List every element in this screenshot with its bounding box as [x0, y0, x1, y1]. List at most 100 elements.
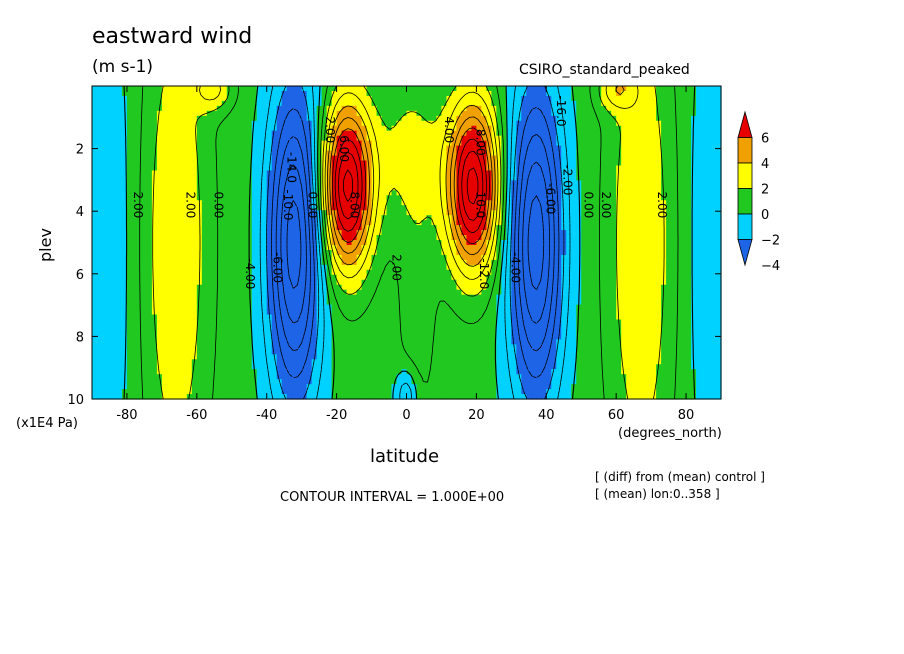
field-cell: [501, 210, 507, 216]
field-cell: [401, 274, 408, 281]
field-cell: [606, 105, 612, 112]
field-cell: [411, 210, 418, 216]
field-cell: [116, 259, 123, 266]
field-cell: [326, 195, 333, 201]
field-cell: [566, 90, 572, 97]
field-cell: [491, 259, 497, 266]
field-cell: [371, 160, 378, 167]
field-cell: [646, 140, 652, 147]
field-cell: [631, 259, 637, 266]
field-cell: [506, 160, 512, 167]
field-cell: [126, 135, 133, 142]
field-cell: [92, 165, 98, 172]
field-cell: [621, 249, 627, 256]
field-cell: [466, 235, 472, 241]
field-cell: [476, 165, 482, 172]
field-cell: [291, 259, 298, 266]
field-cell: [416, 254, 423, 261]
field-cell: [696, 230, 702, 236]
field-cell: [211, 165, 218, 172]
field-cell: [376, 240, 383, 246]
field-cell: [216, 274, 223, 281]
field-cell: [191, 160, 198, 167]
field-cell: [371, 215, 378, 221]
field-cell: [706, 140, 712, 147]
field-cell: [436, 215, 443, 221]
field-cell: [351, 240, 358, 246]
field-cell: [661, 180, 667, 186]
field-cell: [536, 264, 542, 271]
field-cell: [536, 249, 542, 256]
field-cell: [161, 235, 168, 241]
field-cell: [131, 110, 138, 117]
field-cell: [106, 240, 113, 246]
field-cell: [691, 135, 697, 142]
field-cell: [651, 175, 657, 181]
field-cell: [706, 249, 712, 256]
field-cell: [191, 105, 198, 112]
field-cell: [121, 210, 128, 216]
field-cell: [271, 140, 278, 147]
field-cell: [676, 264, 682, 271]
field-cell: [381, 125, 388, 132]
field-cell: [666, 249, 672, 256]
field-cell: [116, 135, 123, 142]
field-cell: [471, 155, 477, 162]
field-cell: [271, 279, 278, 286]
field-cell: [521, 230, 527, 236]
field-cell: [256, 140, 263, 147]
field-cell: [306, 170, 313, 177]
field-cell: [381, 86, 388, 92]
field-cell: [316, 269, 323, 276]
field-cell: [406, 155, 413, 162]
field-cell: [616, 185, 622, 191]
field-cell: [446, 130, 453, 137]
field-cell: [201, 135, 208, 142]
field-cell: [92, 170, 98, 177]
field-cell: [211, 160, 218, 167]
field-cell: [101, 274, 108, 281]
field-cell: [391, 230, 398, 236]
field-cell: [496, 185, 502, 191]
field-cell: [341, 230, 348, 236]
field-cell: [651, 205, 657, 211]
field-cell: [386, 135, 393, 142]
field-cell: [131, 160, 138, 167]
field-cell: [636, 195, 642, 201]
field-cell: [646, 230, 652, 236]
field-cell: [646, 180, 652, 186]
field-cell: [161, 105, 168, 112]
field-cell: [226, 105, 233, 112]
field-cell: [601, 215, 607, 221]
field-cell: [196, 140, 203, 147]
field-cell: [461, 249, 467, 256]
field-cell: [666, 160, 672, 167]
field-cell: [686, 125, 692, 132]
field-cell: [92, 140, 98, 147]
field-cell: [471, 249, 477, 256]
field-cell: [321, 175, 328, 181]
field-cell: [616, 244, 622, 251]
field-cell: [471, 254, 477, 261]
field-cell: [156, 230, 163, 236]
field-cell: [506, 180, 512, 186]
field-cell: [366, 120, 373, 127]
field-cell: [211, 259, 218, 266]
field-cell: [316, 150, 323, 157]
field-cell: [431, 95, 438, 102]
field-cell: [711, 130, 717, 137]
field-cell: [176, 145, 183, 152]
field-cell: [706, 190, 712, 196]
field-cell: [186, 235, 193, 241]
field-cell: [696, 249, 702, 256]
field-cell: [416, 200, 423, 206]
field-cell: [696, 160, 702, 167]
field-cell: [266, 105, 273, 112]
field-cell: [651, 86, 657, 92]
field-cell: [211, 155, 218, 162]
field-cell: [381, 180, 388, 186]
field-cell: [191, 185, 198, 191]
field-cell: [161, 155, 168, 162]
field-cell: [456, 274, 463, 281]
field-cell: [526, 185, 532, 191]
